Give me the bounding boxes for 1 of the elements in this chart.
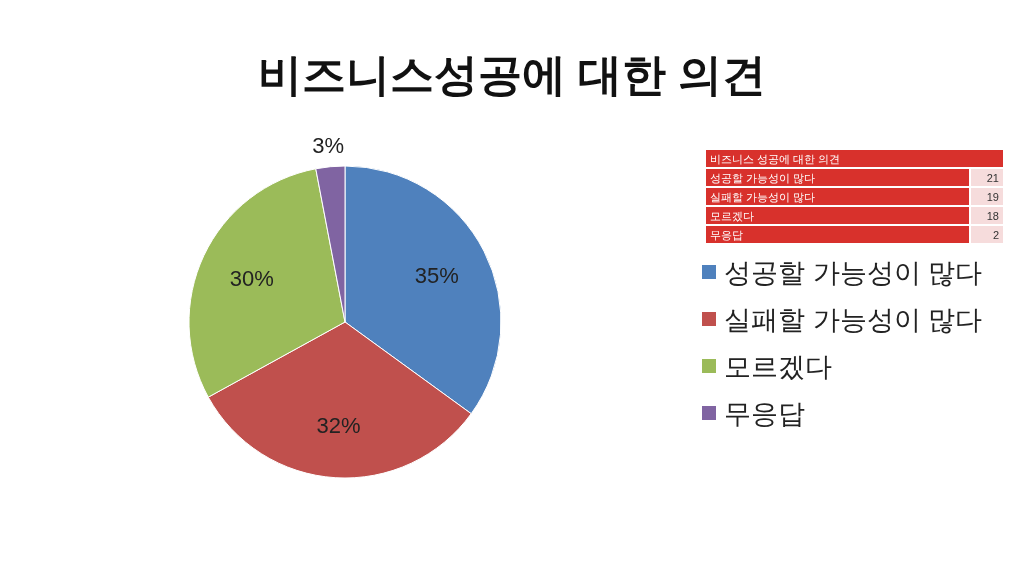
title: 비즈니스성공에 대한 의견 [257,50,767,99]
